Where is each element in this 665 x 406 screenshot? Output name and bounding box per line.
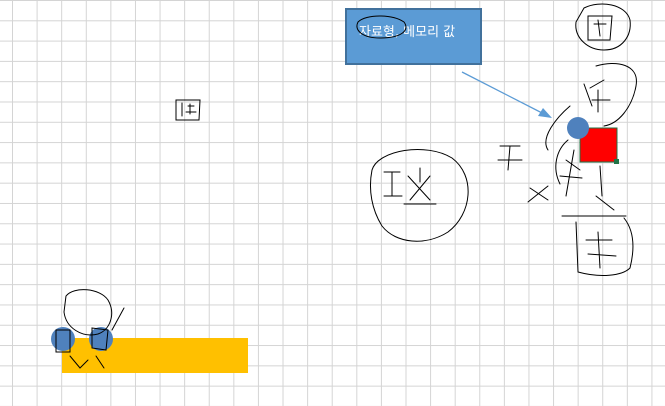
blue-node[interactable] (51, 327, 75, 351)
selection-handle[interactable] (614, 159, 619, 164)
ink-strokes (55, 3, 637, 369)
connector-arrow[interactable] (461, 71, 552, 118)
blue-node[interactable] (89, 327, 113, 351)
callout-text: 자료형, 메모리 값 (359, 25, 456, 40)
blue-node[interactable] (567, 117, 589, 139)
